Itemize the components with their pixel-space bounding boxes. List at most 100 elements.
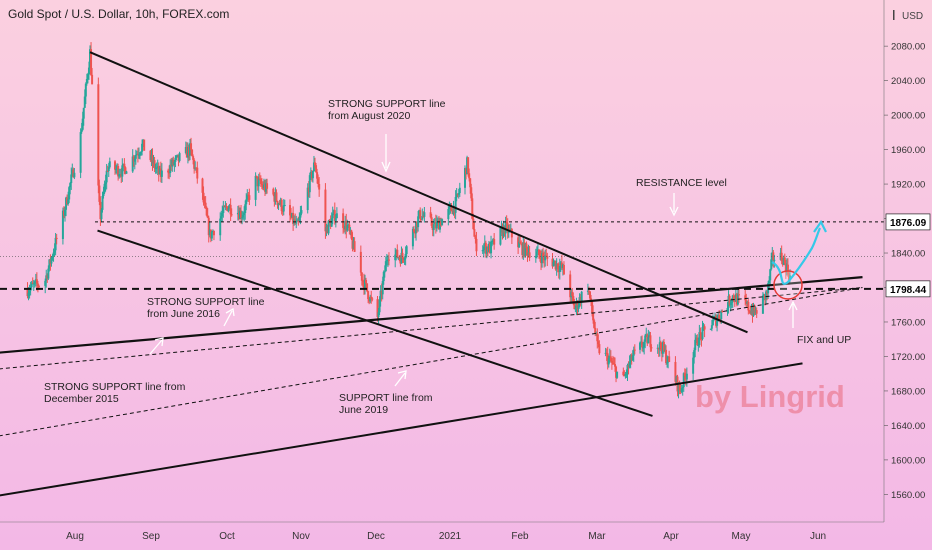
candle-246 [382,270,385,285]
candle-338 [519,235,522,244]
candle-409 [623,370,626,377]
candle-body [785,264,788,273]
candle-body [559,262,562,267]
candle-412 [626,363,629,381]
candle-body [189,143,191,156]
candle-429 [648,331,651,338]
candle-292 [451,210,454,215]
candle-body [122,163,125,166]
candle-body [82,107,85,119]
candle-body [574,308,577,310]
candle-body [700,334,703,340]
candle-body [509,229,512,231]
candle-body [262,184,265,189]
annotation-arrowhead-3 [154,337,164,347]
annotation-strong-support-jun-line-1: from June 2016 [147,308,220,320]
candle-body [735,294,738,305]
candle-body [136,153,139,155]
candle-body [297,220,300,222]
candle-body [187,147,190,156]
candle-body [629,354,632,363]
annotation-arrowhead-1 [669,206,679,217]
candle-body [107,167,110,172]
candle-34 [72,167,75,178]
candle-body [282,205,285,212]
candle-94 [159,161,162,183]
candle-body [562,264,565,275]
candle-463 [699,327,702,341]
candle-423 [642,342,645,353]
candle-335 [510,227,513,244]
candle-125 [206,208,209,219]
candle-body [639,342,641,350]
candle-19 [51,254,54,261]
candle-body [155,167,158,169]
candle-30 [68,186,71,203]
candle-114 [191,148,194,157]
candle-body [121,165,124,177]
candle-14 [46,273,49,283]
candle-394 [597,334,600,348]
candle-273 [421,208,424,221]
candle-body [702,326,705,328]
candle-body [380,290,383,295]
candle-body [133,158,136,162]
candle-447 [677,382,680,399]
candle-body [37,285,40,287]
candle-411 [625,369,628,378]
candle-138 [225,203,228,211]
candle-208 [328,218,331,224]
candle-200 [315,162,318,173]
candle-318 [487,240,490,253]
currency-menu-icon[interactable] [893,10,895,20]
candle-309 [473,221,476,237]
candle-389 [592,305,595,324]
candle-body [784,263,787,273]
candle-body [729,302,732,305]
candle-216 [342,208,345,234]
candle-body [83,96,86,108]
candle-238 [370,290,373,304]
candle-body [86,74,89,80]
candle-body [474,236,477,239]
candle-468 [709,328,712,331]
candle-161 [259,175,262,187]
candle-body [387,259,390,261]
candle-body [520,243,523,245]
candle-362 [553,260,556,266]
candle-body [683,373,686,376]
candle-body [265,183,268,192]
candle-body [434,222,437,229]
candle-344 [525,241,528,256]
candle-body [419,210,422,220]
time-tick-label: Feb [511,531,529,542]
candle-260 [402,257,405,263]
candle-192 [306,183,309,214]
price-tick-label: 2080.00 [891,42,925,53]
candle-425 [644,333,647,349]
candle-body [465,168,468,175]
candle-body [560,262,563,268]
candle-514 [772,249,775,268]
candle-body [523,242,526,256]
candle-body [257,178,260,187]
candle-21 [53,243,56,257]
candle-body [646,334,649,344]
candle-254 [396,244,399,259]
candle-140 [227,205,230,213]
candle-body [630,354,633,361]
candle-156 [254,172,257,207]
trendline-strong-support-dec-2015-dashed [0,287,863,437]
candle-body [169,164,172,173]
candle-body [540,257,543,264]
candle-365 [556,263,559,273]
candle-body [125,171,128,174]
candle-129 [210,230,213,242]
candle-397 [605,348,608,361]
candle-224 [350,229,353,240]
candle-426 [645,327,648,337]
candle-body [333,210,336,221]
annotation-arrowhead-5 [788,300,798,311]
candle-259 [401,248,404,264]
